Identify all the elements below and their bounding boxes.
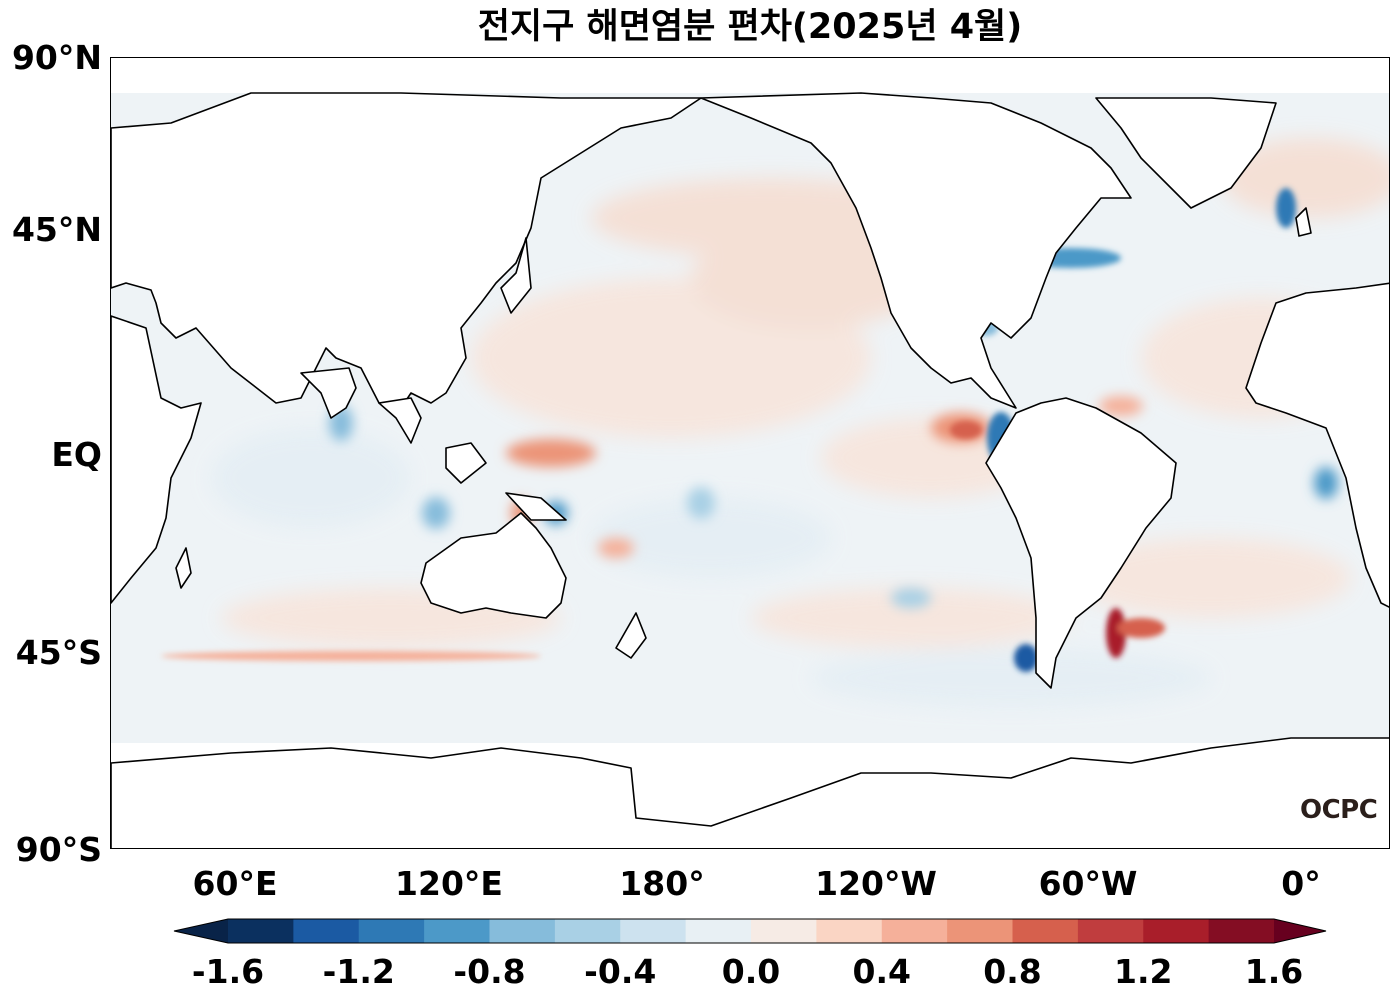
north-america-land (700, 92, 1132, 409)
colorbar-tick-label: -1.6 (191, 952, 265, 991)
greenland-land (1095, 97, 1277, 209)
colorbar-tick-label: -0.8 (453, 952, 526, 991)
colorbar-bin (293, 919, 360, 943)
colorbar-bin (1208, 919, 1275, 943)
lon-label-0: 0° (1281, 864, 1321, 903)
colorbar-outline (173, 918, 1327, 944)
new-zealand-land (615, 612, 647, 659)
new-guinea-land (505, 492, 567, 521)
colorbar-bin (1143, 919, 1210, 943)
ocpc-watermark: OCPC (1300, 795, 1378, 825)
lat-label-90s: 90°S (15, 830, 102, 869)
indochina-land (378, 397, 422, 444)
map-title: 전지구 해면염분 편차(2025년 4월) (477, 7, 1023, 47)
colorbar-tick-label: 1.6 (1244, 952, 1304, 991)
madagascar-land (175, 547, 192, 589)
lon-label-60w: 60°W (1038, 864, 1138, 903)
lon-label-120e: 120°E (395, 864, 503, 903)
colorbar-bin (228, 919, 294, 943)
eurasia-land (111, 92, 702, 409)
colorbar-bin (1012, 919, 1079, 943)
colorbar-bin (816, 919, 883, 943)
africa-west-land (1245, 282, 1389, 608)
south-america-land (985, 397, 1177, 689)
lat-label-45n: 45°N (11, 210, 102, 249)
lat-label-45s: 45°S (15, 633, 102, 672)
colorbar-bin (358, 919, 425, 943)
antarctica-land (111, 737, 1389, 848)
colorbar-tick-label: -1.2 (322, 952, 395, 991)
lon-label-120w: 120°W (815, 864, 937, 903)
lat-label-90n: 90°N (11, 38, 102, 77)
colorbar-bin (424, 919, 490, 943)
colorbar-bin (489, 919, 556, 943)
colorbar-under-arrow (174, 919, 228, 943)
africa-land (111, 315, 202, 604)
lon-label-60e: 60°E (192, 864, 278, 903)
colorbar-tick-label: 0.4 (852, 952, 911, 991)
japan-land (500, 237, 532, 314)
uk-land (1295, 207, 1312, 237)
colorbar-bin (881, 919, 948, 943)
colorbar-bin (1077, 919, 1144, 943)
colorbar-tick-label: 1.2 (1114, 952, 1173, 991)
colorbar-bin (947, 919, 1013, 943)
map-plot-area (110, 57, 1390, 849)
lat-label-eq: EQ (51, 435, 102, 474)
lon-label-180: 180° (619, 864, 705, 903)
india-land (300, 367, 357, 419)
colorbar-bin (554, 919, 621, 943)
colorbar-bin (685, 919, 752, 943)
colorbar-bin (751, 919, 817, 943)
colorbar-tick-label: -0.4 (584, 952, 657, 991)
borneo-land (445, 442, 487, 484)
colorbar-tick-label: 0.8 (983, 952, 1042, 991)
colorbar-bin (620, 919, 687, 943)
colorbar-over-arrow (1274, 919, 1326, 943)
colorbar-tick-label: 0.0 (721, 952, 781, 991)
land-coastlines (111, 92, 1389, 848)
australia-land (420, 512, 567, 619)
